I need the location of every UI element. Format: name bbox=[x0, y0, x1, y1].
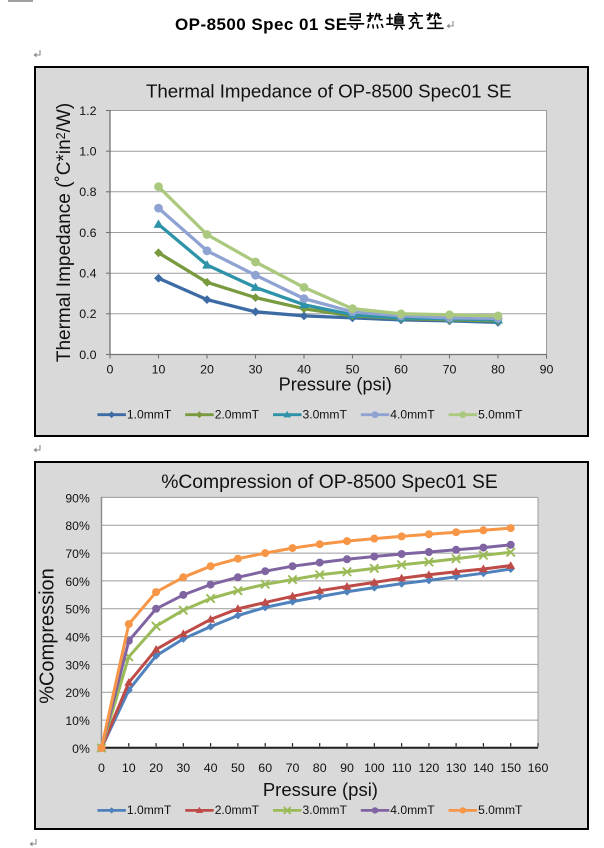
svg-text:40: 40 bbox=[297, 363, 311, 377]
svg-text:60: 60 bbox=[258, 761, 272, 775]
svg-text:0%: 0% bbox=[72, 742, 90, 756]
svg-text:30: 30 bbox=[249, 363, 263, 377]
svg-text:10: 10 bbox=[122, 761, 136, 775]
svg-text:160: 160 bbox=[528, 761, 549, 775]
svg-text:0.8: 0.8 bbox=[79, 185, 96, 199]
svg-text:0.4: 0.4 bbox=[79, 267, 96, 281]
svg-text:80%: 80% bbox=[65, 519, 90, 533]
svg-text:60%: 60% bbox=[65, 575, 90, 589]
svg-text:0.2: 0.2 bbox=[79, 307, 96, 321]
svg-text:90: 90 bbox=[540, 363, 554, 377]
svg-text:Thermal Impedance (˚C*in2/W): Thermal Impedance (˚C*in2/W) bbox=[54, 103, 75, 362]
svg-text:70: 70 bbox=[443, 363, 457, 377]
svg-text:Pressure (psi): Pressure (psi) bbox=[279, 375, 392, 395]
svg-text:110: 110 bbox=[392, 761, 412, 775]
svg-text:5.0mmT: 5.0mmT bbox=[478, 803, 523, 817]
svg-text:0: 0 bbox=[107, 363, 114, 377]
svg-text:%Compression: %Compression bbox=[36, 568, 58, 704]
svg-text:30: 30 bbox=[176, 761, 190, 775]
svg-text:3.0mmT: 3.0mmT bbox=[303, 803, 348, 817]
svg-text:2.0mmT: 2.0mmT bbox=[215, 408, 260, 422]
svg-text:90%: 90% bbox=[65, 491, 90, 505]
svg-text:50%: 50% bbox=[65, 603, 90, 617]
svg-text:140: 140 bbox=[473, 761, 494, 775]
svg-text:70%: 70% bbox=[65, 547, 90, 561]
svg-text:60: 60 bbox=[394, 363, 408, 377]
svg-text:130: 130 bbox=[446, 761, 467, 775]
svg-text:4.0mmT: 4.0mmT bbox=[390, 408, 435, 422]
svg-text:150: 150 bbox=[500, 761, 521, 775]
svg-text:100: 100 bbox=[364, 761, 385, 775]
svg-text:2.0mmT: 2.0mmT bbox=[215, 803, 260, 817]
svg-text:50: 50 bbox=[346, 363, 360, 377]
svg-text:20%: 20% bbox=[65, 686, 90, 700]
svg-text:80: 80 bbox=[313, 761, 327, 775]
svg-text:1.0: 1.0 bbox=[79, 145, 96, 159]
svg-text:1.0mmT: 1.0mmT bbox=[127, 408, 172, 422]
svg-text:0: 0 bbox=[98, 761, 105, 775]
svg-text:3.0mmT: 3.0mmT bbox=[303, 408, 348, 422]
svg-text:10%: 10% bbox=[65, 714, 90, 728]
svg-text:0.6: 0.6 bbox=[79, 226, 96, 240]
svg-text:20: 20 bbox=[200, 363, 214, 377]
svg-text:90: 90 bbox=[340, 761, 354, 775]
svg-text:%Compression of OP-8500 Spec01: %Compression of OP-8500 Spec01 SE bbox=[161, 472, 498, 493]
svg-text:10: 10 bbox=[152, 363, 166, 377]
svg-text:Thermal Impedance of OP-8500 S: Thermal Impedance of OP-8500 Spec01 SE bbox=[146, 81, 512, 102]
svg-text:40: 40 bbox=[204, 761, 218, 775]
svg-text:70: 70 bbox=[286, 761, 300, 775]
svg-text:120: 120 bbox=[419, 761, 440, 775]
svg-text:5.0mmT: 5.0mmT bbox=[478, 408, 523, 422]
svg-text:40%: 40% bbox=[65, 631, 90, 645]
svg-text:30%: 30% bbox=[65, 658, 90, 672]
svg-text:0.0: 0.0 bbox=[79, 348, 96, 362]
svg-text:Pressure (psi): Pressure (psi) bbox=[263, 779, 378, 800]
svg-text:80: 80 bbox=[491, 363, 505, 377]
svg-text:50: 50 bbox=[231, 761, 245, 775]
svg-text:1.0mmT: 1.0mmT bbox=[127, 803, 172, 817]
svg-text:20: 20 bbox=[149, 761, 163, 775]
svg-text:4.0mmT: 4.0mmT bbox=[390, 803, 435, 817]
svg-text:1.2: 1.2 bbox=[79, 104, 96, 118]
